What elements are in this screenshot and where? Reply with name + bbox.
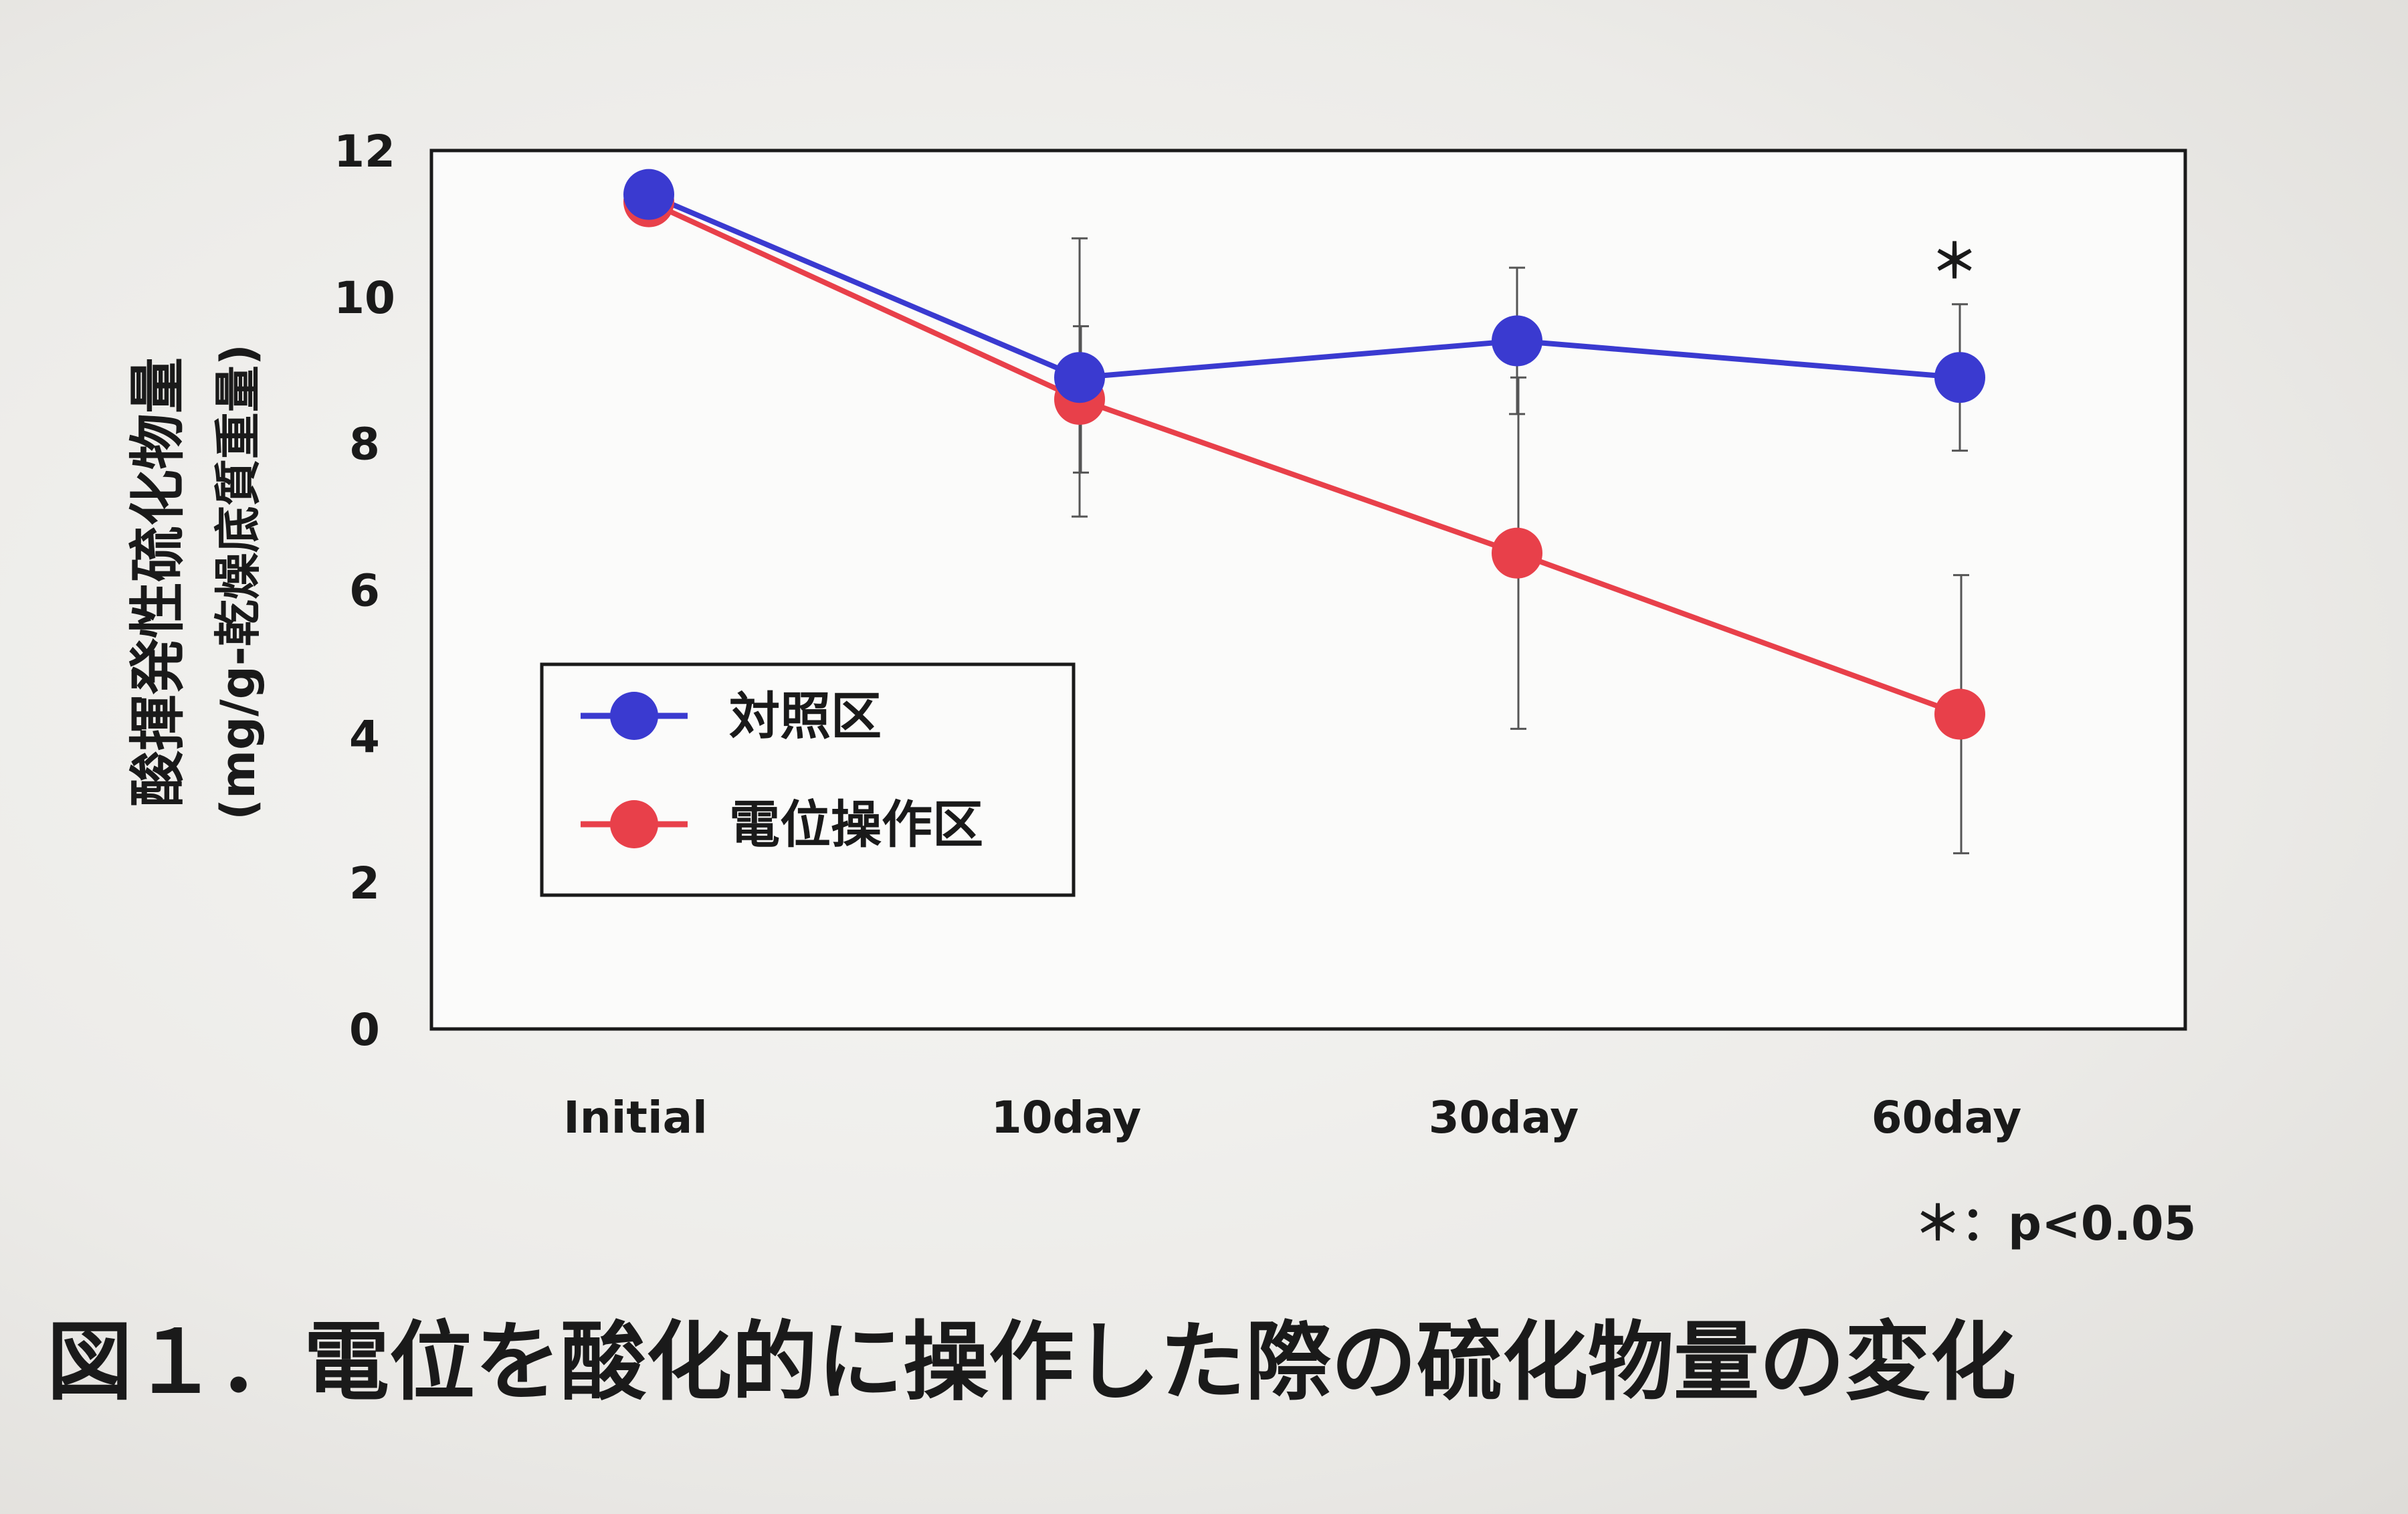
x-tick-label: Initial <box>563 1092 708 1143</box>
series-line-control <box>647 191 1961 381</box>
x-tick-label: 30day <box>1429 1092 1579 1143</box>
y-tick-label: 0 <box>349 1004 380 1056</box>
legend-marker-control <box>610 692 658 740</box>
y-axis-title-line1: 酸揮発性硫化物量 <box>125 357 191 807</box>
legend-marker-potential <box>610 800 658 848</box>
data-point-control <box>623 169 674 220</box>
legend-label-control: 対照区 <box>729 686 882 746</box>
y-tick-label: 4 <box>349 711 380 763</box>
legend: 対照区 電位操作区 <box>540 662 1076 897</box>
y-axis-title-line2: (mg/g-乾燥底質重量) <box>211 344 266 820</box>
legend-label-potential: 電位操作区 <box>729 795 983 854</box>
data-point-potential <box>1492 527 1542 579</box>
x-tick-label: 60day <box>1872 1092 2022 1143</box>
y-tick-label: 2 <box>349 858 380 909</box>
significance-marker: ＊ <box>1931 234 1978 289</box>
y-tick-label: 10 <box>334 272 395 324</box>
significance-note: ＊：p<0.05 <box>1914 1196 2196 1251</box>
y-tick-label: 12 <box>334 126 395 177</box>
plot-area <box>429 149 2187 1031</box>
x-tick-labels: Initial 10day 30day 60day <box>563 1092 2021 1143</box>
series-points <box>623 169 1985 740</box>
data-point-control <box>1492 315 1542 367</box>
data-point-control <box>1054 352 1105 403</box>
y-tick-labels: 0 2 4 6 8 10 12 <box>334 126 395 1056</box>
x-tick-label: 10day <box>991 1092 1142 1143</box>
figure-caption: 図１．電位を酸化的に操作した際の硫化物量の変化 <box>47 1313 2016 1412</box>
series-lines <box>647 191 1961 717</box>
y-tick-label: 8 <box>349 419 380 470</box>
data-point-potential <box>1934 688 1985 740</box>
series-line-potential <box>647 199 1961 717</box>
y-tick-label: 6 <box>349 565 380 617</box>
data-point-control <box>1934 352 1985 403</box>
